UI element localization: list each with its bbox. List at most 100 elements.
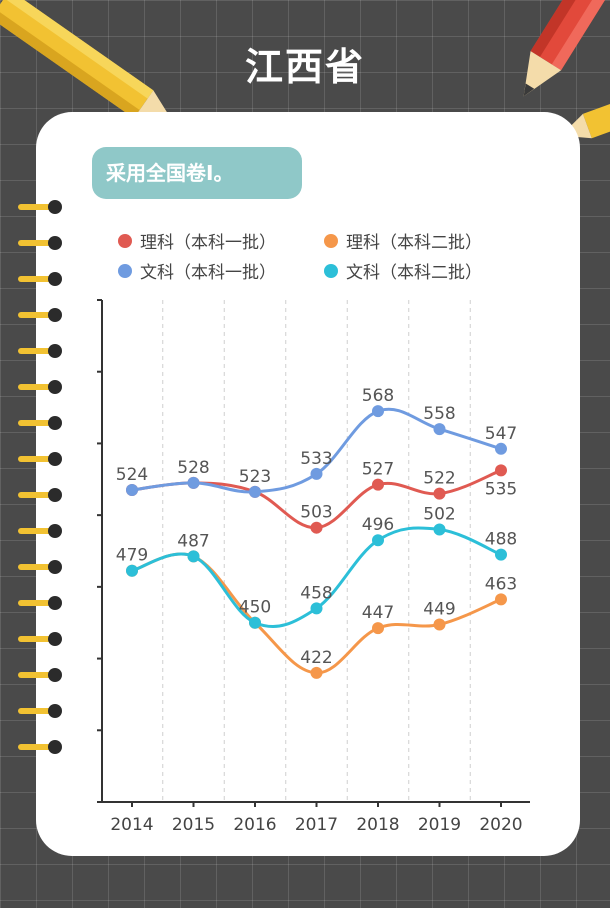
- legend-item-li2: 理科（本科二批）: [324, 228, 482, 253]
- ring-wire: [18, 492, 54, 498]
- data-label-li2: 422: [300, 648, 332, 668]
- ring-hole: [48, 344, 62, 358]
- data-point-li2: [310, 666, 323, 679]
- ring-wire: [18, 312, 54, 318]
- data-label-wen2: 488: [485, 530, 517, 550]
- spiral-ring: [18, 488, 62, 502]
- x-tick-label: 2017: [295, 815, 338, 835]
- data-point-wen2: [310, 602, 323, 615]
- x-tick-label: 2020: [479, 815, 522, 835]
- ring-wire: [18, 456, 54, 462]
- page-title: 江西省: [244, 45, 365, 89]
- ring-hole: [48, 308, 62, 322]
- data-point-li1: [310, 521, 323, 534]
- data-label-wen2: 450: [239, 598, 271, 618]
- ring-wire: [18, 564, 54, 570]
- data-label-li2: 463: [485, 574, 517, 594]
- data-point-wen2: [187, 550, 200, 563]
- x-tick-label: 2014: [110, 815, 153, 835]
- data-label-li2: 449: [423, 600, 455, 620]
- data-point-wen1: [187, 476, 200, 489]
- ring-wire: [18, 744, 54, 750]
- ring-hole: [48, 632, 62, 646]
- ring-wire: [18, 204, 54, 210]
- ring-hole: [48, 704, 62, 718]
- data-label-wen1: 533: [300, 449, 332, 469]
- spiral-ring: [18, 344, 62, 358]
- data-point-wen1: [495, 442, 507, 455]
- legend-dot-li1: [118, 233, 132, 248]
- data-label-li1: 503: [300, 503, 332, 523]
- data-label-li1: 535: [485, 479, 517, 499]
- legend-dot-wen1: [118, 263, 132, 278]
- ring-hole: [48, 524, 62, 538]
- spiral-ring: [18, 308, 62, 322]
- legend-item-wen1: 文科（本科一批）: [118, 258, 276, 283]
- data-point-wen2: [372, 534, 384, 547]
- legend-label-wen1: 文科（本科一批）: [140, 263, 276, 283]
- ring-hole: [48, 560, 62, 574]
- spiral-ring: [18, 740, 62, 754]
- data-point-li2: [495, 593, 507, 606]
- spiral-ring: [18, 236, 62, 250]
- data-label-li1: 524: [116, 465, 148, 485]
- data-point-wen2: [433, 523, 446, 536]
- ring-wire: [18, 348, 54, 354]
- data-point-li1: [433, 487, 446, 500]
- ring-hole: [48, 452, 62, 466]
- ring-wire: [18, 384, 54, 390]
- data-label-wen1: 558: [423, 404, 455, 424]
- spiral-ring: [18, 452, 62, 466]
- spiral-ring: [18, 200, 62, 214]
- ring-wire: [18, 636, 54, 642]
- data-point-wen1: [372, 405, 384, 418]
- data-point-li1: [372, 478, 384, 491]
- data-label-wen2: 479: [116, 546, 148, 566]
- x-tick-label: 2018: [356, 815, 399, 835]
- spiral-ring: [18, 416, 62, 430]
- ring-wire: [18, 672, 54, 678]
- spiral-ring: [18, 272, 62, 286]
- legend-item-li1: 理科（本科一批）: [118, 228, 276, 253]
- spiral-ring: [18, 380, 62, 394]
- spiral-ring: [18, 704, 62, 718]
- data-point-wen2: [249, 616, 261, 629]
- data-point-wen1: [249, 485, 261, 498]
- data-label-li1: 528: [177, 458, 209, 478]
- ring-wire: [18, 276, 54, 282]
- ring-hole: [48, 488, 62, 502]
- ring-wire: [18, 708, 54, 714]
- ring-hole: [48, 272, 62, 286]
- ring-hole: [48, 668, 62, 682]
- data-point-wen2: [126, 564, 138, 577]
- data-label-wen1: 568: [362, 386, 394, 406]
- ring-hole: [48, 200, 62, 214]
- data-label-wen1: 547: [485, 424, 517, 444]
- legend-label-wen2: 文科（本科二批）: [346, 263, 482, 283]
- data-label-wen2: 458: [300, 583, 332, 603]
- ring-wire: [18, 600, 54, 606]
- ring-wire: [18, 420, 54, 426]
- data-point-li2: [433, 618, 446, 631]
- data-label-li1: 523: [239, 467, 271, 487]
- x-tick-label: 2015: [172, 815, 215, 835]
- data-label-li2: 447: [362, 603, 394, 623]
- ring-hole: [48, 596, 62, 610]
- spiral-ring: [18, 668, 62, 682]
- data-point-wen2: [495, 548, 507, 561]
- data-label-wen2: 487: [177, 531, 209, 551]
- x-tick-label: 2019: [418, 815, 461, 835]
- data-label-li1: 522: [423, 469, 455, 489]
- data-point-wen1: [310, 467, 323, 480]
- ring-hole: [48, 236, 62, 250]
- ring-hole: [48, 740, 62, 754]
- spiral-ring: [18, 560, 62, 574]
- note-banner: 采用全国卷Ⅰ。: [92, 147, 302, 199]
- ring-wire: [18, 528, 54, 534]
- legend-dot-li2: [324, 233, 338, 248]
- data-point-wen1: [433, 423, 446, 436]
- legend-item-wen2: 文科（本科二批）: [324, 258, 482, 283]
- legend-label-li1: 理科（本科一批）: [140, 233, 276, 253]
- data-label-wen2: 496: [362, 515, 394, 535]
